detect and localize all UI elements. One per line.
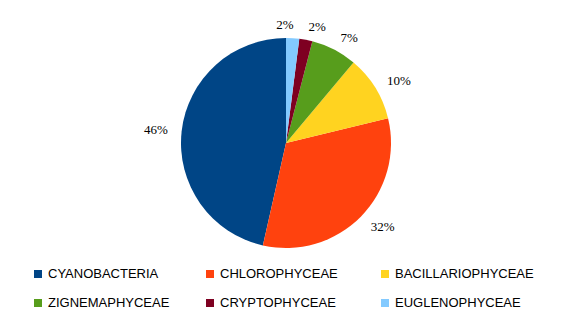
html-text:BACILLARIOPHYCEAE: BACILLARIOPHYCEAE	[395, 266, 534, 281]
svg-text:10%: 10%	[387, 73, 411, 88]
html-text:ZIGNEMAPHYCEAE: ZIGNEMAPHYCEAE	[48, 295, 170, 310]
svg-text:2%: 2%	[309, 19, 327, 34]
svg-text:46%: 46%	[144, 122, 168, 137]
html-text:EUGLENOPHYCEAE: EUGLENOPHYCEAE	[395, 295, 521, 310]
svg-text:32%: 32%	[371, 219, 395, 234]
html-text:CHLOROPHYCEAE: CHLOROPHYCEAE	[220, 266, 338, 281]
html-text:CYANOBACTERIA: CYANOBACTERIA	[48, 266, 159, 281]
svg-text:2%: 2%	[276, 17, 294, 32]
svg-text:7%: 7%	[341, 30, 359, 45]
html-text:CRYPTOPHYCEAE: CRYPTOPHYCEAE	[220, 295, 336, 310]
